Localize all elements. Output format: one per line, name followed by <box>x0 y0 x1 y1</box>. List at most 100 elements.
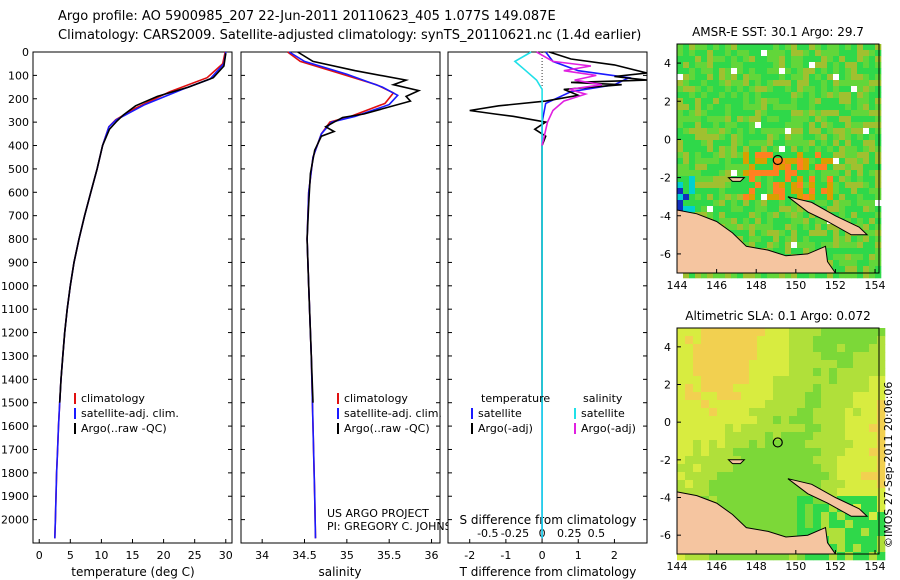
sst-cell <box>869 50 876 57</box>
sla-cell <box>805 400 814 409</box>
sst-cell <box>875 62 882 69</box>
sla-cell <box>853 496 862 505</box>
sst-cell <box>851 164 858 171</box>
sst-cell <box>833 170 840 177</box>
sst-cell <box>743 86 750 93</box>
sst-cell <box>827 80 834 87</box>
sst-cell <box>725 188 732 195</box>
sst-cell <box>869 134 876 141</box>
sst-cell <box>863 182 870 189</box>
sla-cell <box>709 488 718 497</box>
sst-cell <box>719 200 726 207</box>
sst-cell <box>821 86 828 93</box>
sst-cell <box>833 104 840 111</box>
sla-cell <box>861 488 870 497</box>
sst-cell <box>695 164 702 171</box>
sst-cell <box>743 218 750 225</box>
sla-cell <box>797 488 806 497</box>
sla-cell <box>685 408 694 417</box>
sla-cell <box>709 448 718 457</box>
sst-cell <box>845 206 852 213</box>
sst-cell <box>713 194 720 201</box>
sst-cell <box>767 80 774 87</box>
sla-cell <box>829 528 838 537</box>
sst-cell <box>815 44 822 51</box>
sst-cell <box>803 68 810 75</box>
sla-cell <box>789 512 798 521</box>
sst-cell <box>755 236 762 243</box>
sst-cell <box>743 242 750 249</box>
sst-cell <box>851 140 858 147</box>
sst-cell <box>857 182 864 189</box>
sst-cell <box>785 74 792 81</box>
sla-cell <box>757 512 766 521</box>
sst-cell <box>863 62 870 69</box>
sst-cell <box>713 152 720 159</box>
sst-cell <box>803 164 810 171</box>
sst-cell <box>695 62 702 69</box>
sst-cell <box>821 218 828 225</box>
sst-cell <box>803 128 810 135</box>
sst-cell <box>719 122 726 129</box>
sst-cell <box>875 188 882 195</box>
sst-cell <box>797 230 804 237</box>
sla-cell <box>805 424 814 433</box>
sst-cell <box>809 140 816 147</box>
sla-cell <box>837 416 846 425</box>
sla-cell <box>709 400 718 409</box>
sst-cell <box>821 104 828 111</box>
sla-cell <box>685 360 694 369</box>
sst-cell <box>689 68 696 75</box>
sst-cell <box>731 194 738 201</box>
sst-cell <box>791 206 798 213</box>
sst-cell <box>743 158 750 165</box>
sla-cell <box>797 416 806 425</box>
sla-cell <box>829 456 838 465</box>
diff-frame <box>447 51 648 544</box>
sst-cell <box>851 128 858 135</box>
sla-cell <box>717 352 726 361</box>
sla-cell <box>757 432 766 441</box>
sst-cell <box>815 86 822 93</box>
sst-cell <box>809 116 816 123</box>
sst-cell <box>863 128 870 135</box>
sst-cell <box>719 212 726 219</box>
sst-cell <box>683 80 690 87</box>
sst-cell <box>749 170 756 177</box>
sla-cell <box>821 504 830 513</box>
sla-cell <box>685 464 694 473</box>
sst-cell <box>791 248 798 255</box>
sla-cell <box>781 352 790 361</box>
sst-cell <box>755 146 762 153</box>
sla-cell <box>701 336 710 345</box>
sla-cell <box>709 464 718 473</box>
sst-cell <box>785 182 792 189</box>
sst-cell <box>719 194 726 201</box>
argo-position-marker <box>772 437 783 448</box>
sst-cell <box>791 188 798 195</box>
sst-cell <box>713 68 720 75</box>
sst-cell <box>713 182 720 189</box>
diff-xtick-label-T: 2 <box>611 549 618 562</box>
sst-cell <box>833 212 840 219</box>
sla-cell <box>829 352 838 361</box>
sla-cell <box>709 328 718 337</box>
sla-cell <box>845 464 854 473</box>
sst-cell <box>815 68 822 75</box>
sst-cell <box>737 110 744 117</box>
sst-cell <box>791 116 798 123</box>
sst-cell <box>869 74 876 81</box>
legend-temperature-heading: temperature <box>481 392 550 405</box>
sst-cell <box>761 50 768 57</box>
sla-cell <box>789 528 798 537</box>
sst-cell <box>839 128 846 135</box>
sst-cell <box>689 92 696 99</box>
sst-cell <box>785 242 792 249</box>
sst-cell <box>785 128 792 135</box>
sla-cell <box>813 448 822 457</box>
sst-cell <box>773 128 780 135</box>
sst-cell <box>689 80 696 87</box>
sla-cell <box>773 336 782 345</box>
sla-cell <box>837 344 846 353</box>
